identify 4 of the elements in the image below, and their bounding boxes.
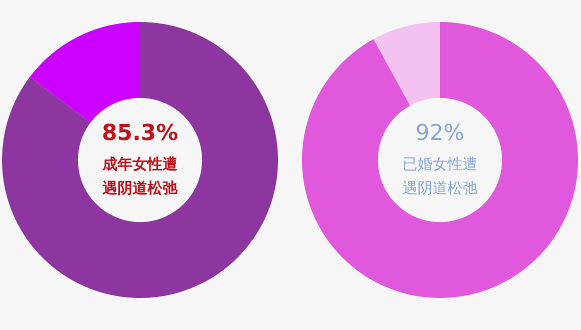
slice-label: 已婚女性遭遇阴道松弛	[402, 154, 478, 198]
slice-label: 成年女性遭遇阴道松弛	[101, 154, 178, 198]
data-label: 85.3%	[102, 120, 178, 146]
data-label: 92%	[416, 120, 464, 146]
